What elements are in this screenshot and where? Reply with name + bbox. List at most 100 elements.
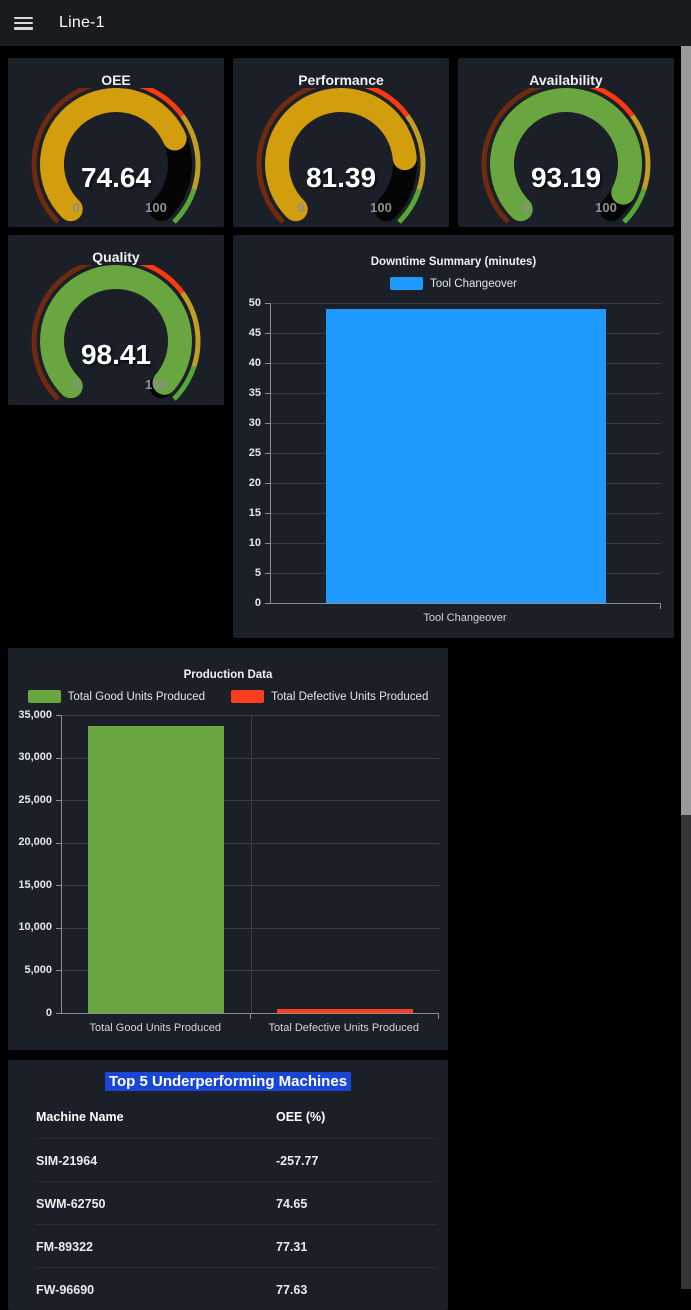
row-divider: [36, 1138, 436, 1139]
gauge-min-label: 0: [72, 200, 79, 215]
row-divider: [36, 1224, 436, 1225]
oee-gauge: 74.640 100: [31, 88, 201, 224]
gauge-value-arc: [265, 88, 417, 222]
y-axis-tick: [265, 483, 270, 484]
table-row: FM-89322 77.31: [8, 1225, 448, 1268]
row-divider: [36, 1181, 436, 1182]
panel-title: Quality: [92, 249, 140, 265]
bar-total-defective-units-produced[interactable]: [276, 1008, 413, 1013]
y-axis-tick: [265, 573, 270, 574]
y-axis-tick: [265, 543, 270, 544]
menu-bar: [14, 21, 33, 25]
x-axis-tick: [438, 1014, 439, 1019]
gauge-threshold-arc: [139, 88, 185, 118]
panel-top5-machines: Top 5 Underperforming Machines Machine N…: [8, 1060, 448, 1310]
legend-label: Total Good Units Produced: [67, 690, 206, 703]
table-row: SIM-21964 -257.77: [8, 1139, 448, 1182]
gauge-value-arc: [40, 88, 187, 222]
menu-bar: [14, 16, 33, 19]
oee-value-cell: 74.65: [276, 1196, 308, 1211]
bar-total-good-units-produced[interactable]: [88, 726, 225, 1013]
y-axis-tick: [265, 393, 270, 394]
chart-legend: Tool Changeover: [233, 277, 674, 290]
dashboard-title: Line-1: [59, 14, 105, 31]
y-axis-tick: [265, 603, 270, 604]
bar-tool-changeover[interactable]: [325, 309, 607, 603]
y-axis-tick-label: 10,000: [18, 921, 52, 934]
gauge-threshold-arc: [172, 365, 197, 401]
gauge-max-label: 100: [145, 200, 167, 215]
gauge-value-arc: [40, 265, 192, 399]
legend-label: Total Defective Units Produced: [271, 690, 429, 703]
gauge-value-arc: [490, 88, 642, 222]
gauge-threshold-arc: [397, 188, 422, 224]
gauge-min-label: 0: [297, 200, 304, 215]
gauge-threshold-arc: [364, 88, 410, 118]
menu-icon[interactable]: [14, 16, 33, 30]
y-axis-tick: [265, 423, 270, 424]
gauge-threshold-arc: [31, 88, 93, 224]
y-axis-tick: [56, 927, 61, 929]
gauge-max-label: 100: [145, 377, 167, 392]
y-axis-tick: [56, 885, 61, 887]
gauge-threshold-arc: [405, 114, 426, 191]
scrollbar[interactable]: [681, 0, 691, 1289]
y-axis-tick-label: 10: [248, 536, 261, 549]
gauge-threshold-arc: [630, 114, 651, 191]
gauge-max-label: 100: [595, 200, 617, 215]
chart-legend: Total Good Units Produced Total Defectiv…: [8, 690, 448, 703]
gauge-threshold-arc: [256, 88, 318, 224]
gauge-threshold-arc: [139, 265, 185, 295]
gauge-threshold-arc: [172, 188, 197, 224]
panel-production-data: Production Data Total Good Units Produce…: [8, 648, 448, 1050]
legend-item-defective-units[interactable]: Total Defective Units Produced: [231, 690, 428, 703]
y-axis-tick-label: 40: [248, 356, 261, 369]
panel-downtime-summary: Downtime Summary (minutes) Tool Changeov…: [233, 235, 674, 638]
column-header-machine-name: Machine Name: [36, 1110, 124, 1124]
y-axis-tick: [265, 333, 270, 334]
quality-gauge: 98.410 100: [31, 265, 201, 401]
y-axis-tick-label: 45: [248, 326, 261, 339]
oee-value-cell: 77.31: [276, 1239, 308, 1254]
y-axis-tick-label: 5: [254, 566, 261, 579]
y-axis-tick-label: 25,000: [18, 793, 52, 806]
y-axis-tick-label: 0: [254, 596, 261, 609]
menu-bar: [14, 27, 33, 30]
panel-title: OEE: [101, 72, 131, 88]
x-axis-category-label: Total Defective Units Produced: [268, 1022, 419, 1034]
y-axis-tick: [56, 757, 61, 759]
gauge-max-label: 100: [370, 200, 392, 215]
gauge-threshold-arc: [589, 88, 635, 118]
table-row: FW-96690 77.63: [8, 1268, 448, 1310]
column-header-oee: OEE (%): [276, 1110, 326, 1124]
y-axis-tick: [56, 715, 61, 716]
gauge-threshold-arc: [481, 88, 543, 224]
x-axis-category-label: Tool Changeover: [423, 612, 507, 624]
gauge-value: 74.64: [81, 162, 151, 193]
oee-value-cell: 77.63: [276, 1282, 308, 1297]
gauge-threshold-arc: [622, 188, 647, 224]
table-row: SWM-62750 74.65: [8, 1182, 448, 1225]
machine-name-cell: SIM-21964: [36, 1153, 98, 1168]
legend-swatch: [231, 690, 265, 703]
legend-item-good-units[interactable]: Total Good Units Produced: [27, 690, 206, 703]
scrollbar-thumb[interactable]: [681, 0, 691, 815]
y-axis-tick: [56, 1013, 61, 1014]
panel-title: Performance: [298, 72, 384, 88]
y-axis-tick: [265, 513, 270, 514]
performance-gauge: 81.390 100: [256, 88, 426, 224]
gauge-value: 81.39: [306, 162, 376, 193]
panel-availability: Availability 93.19 0 100: [458, 58, 674, 227]
gauge-value: 93.19: [531, 162, 601, 193]
y-axis-tick-label: 5,000: [24, 963, 52, 976]
machine-name-cell: FW-96690: [36, 1282, 95, 1297]
legend-item-tool-changeover[interactable]: Tool Changeover: [390, 277, 517, 290]
gauge-min-label: 0: [72, 377, 79, 392]
gauge-value: 98.41: [81, 339, 151, 370]
chart-title: Downtime Summary (minutes): [370, 256, 537, 268]
y-axis-tick-label: 0: [45, 1006, 52, 1019]
chart-title: Production Data: [183, 669, 273, 681]
gauge-threshold-arc: [180, 114, 201, 191]
plot-area: [270, 303, 661, 604]
legend-label: Tool Changeover: [430, 277, 517, 290]
